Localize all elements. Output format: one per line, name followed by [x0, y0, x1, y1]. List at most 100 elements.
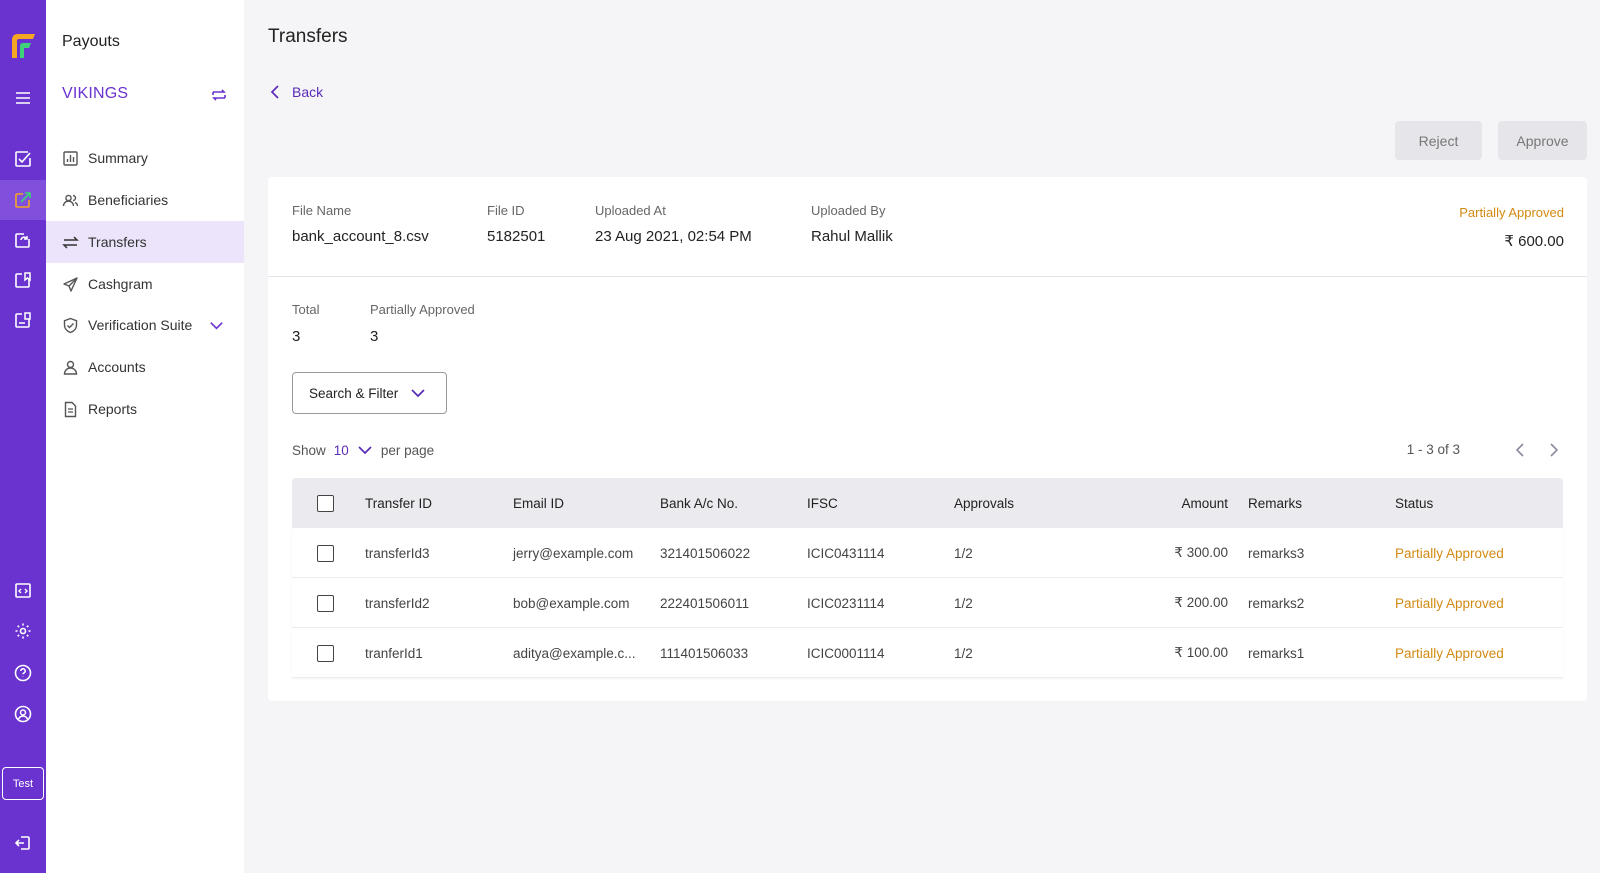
search-filter-dropdown[interactable]: Search & Filter: [292, 372, 447, 414]
cell-ifsc: ICIC0231114: [807, 595, 885, 611]
col-amount[interactable]: Amount: [1181, 495, 1228, 511]
rail-item-marketplace[interactable]: [0, 300, 46, 340]
cell-status: Partially Approved: [1395, 645, 1504, 661]
cell-transfer-id: tranferId1: [365, 645, 423, 661]
sidebar-item-label: Verification Suite: [88, 317, 193, 333]
cell-status: Partially Approved: [1395, 545, 1504, 561]
help-circle-icon: [14, 664, 32, 682]
rail-item-help[interactable]: [0, 653, 46, 693]
cell-approvals: 1/2: [954, 595, 973, 611]
menu-toggle-button[interactable]: [0, 78, 46, 118]
table-row[interactable]: tranferId1 aditya@example.c... 111401506…: [292, 628, 1563, 678]
cell-email: aditya@example.c...: [513, 645, 636, 661]
sidebar-item-verification-suite[interactable]: Verification Suite: [46, 304, 244, 346]
cell-transfer-id: transferId2: [365, 595, 430, 611]
cell-email: jerry@example.com: [513, 545, 634, 561]
uploaded-by-label: Uploaded By: [811, 203, 886, 218]
cell-approvals: 1/2: [954, 645, 973, 661]
edit-square-icon: [15, 151, 31, 167]
cell-remarks: remarks2: [1248, 595, 1305, 611]
total-value: 3: [292, 328, 301, 345]
show-label: Show: [292, 442, 326, 458]
cell-approvals: 1/2: [954, 545, 973, 561]
cell-amount: ₹ 300.00: [1174, 545, 1228, 560]
cell-ifsc: ICIC0001114: [807, 645, 885, 661]
sidebar-item-label: Reports: [88, 401, 138, 417]
logout-button[interactable]: [0, 823, 46, 863]
transfer-icon: [62, 235, 79, 249]
test-mode-badge[interactable]: Test: [2, 767, 44, 800]
document-icon: [64, 401, 77, 417]
total-label: Total: [292, 302, 320, 317]
reject-button[interactable]: Reject: [1395, 121, 1482, 160]
sidebar-item-cashgram[interactable]: Cashgram: [46, 263, 244, 305]
partially-approved-label: Partially Approved: [370, 302, 475, 317]
col-bank[interactable]: Bank A/c No.: [660, 495, 739, 511]
col-remarks[interactable]: Remarks: [1248, 495, 1303, 511]
file-total-amount: ₹ 600.00: [1504, 233, 1564, 250]
payout-arrow-icon: [15, 192, 31, 208]
cell-amount: ₹ 200.00: [1174, 595, 1228, 610]
logout-icon: [14, 836, 30, 850]
table-row[interactable]: transferId2 bob@example.com 222401506011…: [292, 578, 1563, 628]
approve-button[interactable]: Approve: [1498, 121, 1587, 160]
rail-item-subscriptions[interactable]: [0, 260, 46, 300]
gear-icon: [15, 623, 31, 639]
rail-item-profile[interactable]: [0, 694, 46, 734]
sidebar-item-label: Cashgram: [88, 276, 153, 292]
sidebar-title: Payouts: [62, 33, 120, 50]
switch-org-icon[interactable]: [210, 86, 228, 104]
rail-item-collections[interactable]: [0, 220, 46, 260]
rail-item-settings[interactable]: [0, 611, 46, 651]
back-link[interactable]: Back: [268, 84, 323, 100]
cell-ifsc: ICIC0431114: [807, 545, 885, 561]
col-transfer-id[interactable]: Transfer ID: [365, 495, 433, 511]
col-ifsc[interactable]: IFSC: [807, 495, 838, 511]
cell-remarks: remarks1: [1248, 645, 1305, 661]
transfers-table: Transfer ID Email ID Bank A/c No. IFSC A…: [292, 478, 1563, 678]
col-status[interactable]: Status: [1395, 495, 1434, 511]
file-id-value: 5182501: [487, 228, 546, 245]
org-name: VIKINGS: [62, 85, 129, 102]
prev-page-icon[interactable]: [1511, 441, 1529, 459]
uploaded-at-value: 23 Aug 2021, 02:54 PM: [595, 228, 752, 245]
sidebar-item-label: Summary: [88, 150, 148, 166]
file-name-value: bank_account_8.csv: [292, 228, 429, 245]
sidebar-item-summary[interactable]: Summary: [46, 137, 244, 179]
filter-label: Search & Filter: [309, 385, 399, 401]
row-checkbox[interactable]: [317, 644, 334, 662]
rail-item-payments[interactable]: [0, 139, 46, 179]
sidebar-item-beneficiaries[interactable]: Beneficiaries: [46, 179, 244, 221]
cell-status: Partially Approved: [1395, 595, 1504, 611]
col-approvals[interactable]: Approvals: [954, 495, 1015, 511]
table-header: Transfer ID Email ID Bank A/c No. IFSC A…: [292, 478, 1563, 528]
code-box-icon: [15, 583, 31, 598]
select-all-checkbox[interactable]: [317, 494, 334, 512]
back-label: Back: [292, 84, 324, 100]
refresh-box-icon: [15, 233, 30, 248]
table-row[interactable]: transferId3 jerry@example.com 3214015060…: [292, 528, 1563, 578]
row-checkbox[interactable]: [317, 544, 334, 562]
chevron-down-icon[interactable]: [357, 442, 373, 458]
cell-remarks: remarks3: [1248, 545, 1305, 561]
shield-check-icon: [63, 317, 78, 333]
sidebar-item-transfers[interactable]: Transfers: [46, 221, 244, 263]
row-checkbox[interactable]: [317, 594, 334, 612]
col-email[interactable]: Email ID: [513, 495, 565, 511]
uploaded-by-value: Rahul Mallik: [811, 228, 893, 245]
rail-item-payouts[interactable]: [0, 180, 46, 220]
users-icon: [62, 194, 79, 206]
next-page-icon[interactable]: [1545, 441, 1563, 459]
rail-item-developers[interactable]: [0, 570, 46, 610]
cell-bank: 111401506033: [660, 645, 749, 661]
sidebar-item-reports[interactable]: Reports: [46, 388, 244, 430]
paper-plane-icon: [63, 276, 78, 292]
sidebar-item-label: Transfers: [88, 234, 147, 250]
sidebar: Payouts VIKINGS Summary Beneficiaries Tr…: [46, 0, 244, 873]
file-name-label: File Name: [292, 203, 352, 218]
file-id-label: File ID: [487, 203, 525, 218]
card-divider: [268, 276, 1587, 277]
sidebar-item-accounts[interactable]: Accounts: [46, 346, 244, 388]
partially-approved-value: 3: [370, 328, 379, 345]
per-page-value[interactable]: 10: [333, 442, 349, 458]
